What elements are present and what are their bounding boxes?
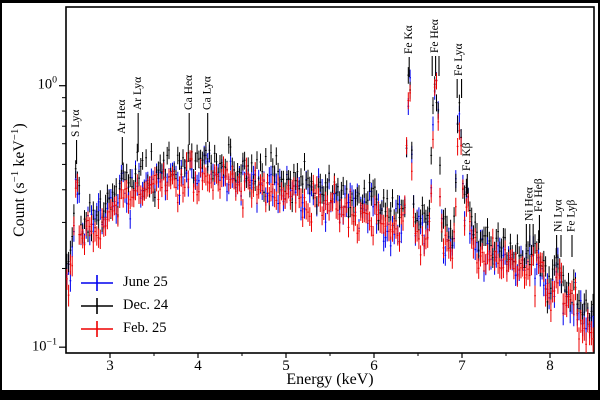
- y-axis-title: Count (s−1 keV−1): [9, 123, 28, 237]
- line-annotation-label: Ni Heα: [523, 187, 535, 221]
- line-annotation: Fe Lyβ: [566, 199, 578, 257]
- line-annotation-label: Fe Kα: [403, 25, 415, 54]
- legend: June 25 Dec. 24 Feb. 25: [79, 271, 168, 340]
- image-border-right: [598, 0, 600, 400]
- line-annotation-label: Fe Heα: [429, 19, 441, 53]
- errorbar-cross-icon: [81, 320, 113, 337]
- line-annotation-label: Fe Lyα: [453, 43, 465, 76]
- image-border-top: [0, 0, 600, 3]
- x-tick-label: 6: [370, 358, 378, 374]
- image-border-bottom: [0, 390, 600, 400]
- line-annotation-label: Fe Heβ: [533, 178, 545, 212]
- legend-row-dec-24: Dec. 24: [79, 294, 168, 317]
- x-tick-label: 3: [106, 358, 114, 374]
- line-annotation-label: S Lyα: [70, 110, 82, 137]
- line-annotation-label: Ca Lyα: [201, 76, 213, 110]
- x-tick-label: 5: [282, 358, 290, 374]
- spectrum-trace-feb-25: [66, 72, 594, 353]
- line-annotation-label: Ar Lyα: [132, 77, 144, 110]
- line-annotation: Fe Kα: [403, 25, 415, 77]
- y-tick-label-0p1: 10−1: [32, 336, 57, 355]
- line-annotation-label: Ca Heα: [183, 75, 195, 110]
- y-tick-label-1: 100: [37, 74, 57, 93]
- errorbar-cross-icon: [81, 297, 113, 314]
- line-annotation-label: Fe Lyβ: [566, 199, 578, 232]
- line-annotation: Ni Heα: [523, 187, 535, 247]
- x-tick-label: 7: [458, 358, 466, 374]
- line-annotation-label: Fe Kβ: [461, 142, 473, 171]
- x-axis-title: Energy (keV): [286, 371, 374, 388]
- line-annotation: Ar Lyα: [132, 77, 144, 152]
- line-annotation: Ni Lyα: [552, 199, 564, 257]
- legend-label: Dec. 24: [123, 297, 169, 313]
- line-annotation: Fe Kβ: [461, 142, 473, 194]
- x-tick-label: 8: [546, 358, 554, 374]
- line-annotation: Ar Heα: [116, 100, 128, 165]
- line-annotation: Fe Heα: [429, 19, 441, 76]
- line-annotation: Fe Lyα: [453, 43, 465, 98]
- x-tick-label: 4: [194, 358, 202, 374]
- errorbar-cross-icon: [81, 274, 113, 291]
- legend-row-june-25: June 25: [79, 271, 168, 294]
- line-annotation: Ca Lyα: [201, 76, 213, 142]
- line-annotation-label: Ar Heα: [116, 100, 128, 134]
- image-border-left: [0, 0, 2, 400]
- line-annotation: Fe Heβ: [533, 178, 545, 243]
- line-annotation: S Lyα: [70, 110, 82, 164]
- legend-row-feb-25: Feb. 25: [79, 317, 168, 340]
- legend-label: June 25: [123, 274, 168, 290]
- axis-ticks: [59, 85, 551, 358]
- line-annotation-label: Ni Lyα: [552, 199, 564, 232]
- line-annotation: Ca Heα: [183, 75, 195, 145]
- legend-label: Feb. 25: [123, 320, 167, 336]
